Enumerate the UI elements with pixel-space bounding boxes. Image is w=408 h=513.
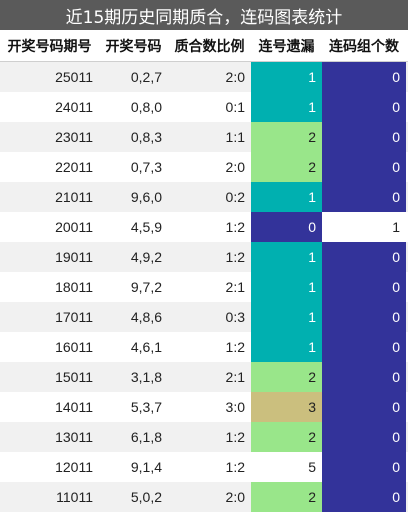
period-cell: 16011 — [55, 339, 93, 355]
table-row: 11011 5,0,2 2:0 2 0 — [0, 482, 408, 512]
consecutive-miss-cell: 3 — [251, 392, 322, 422]
period-cell: 23011 — [55, 129, 93, 145]
group-count-cell: 0 — [322, 332, 406, 362]
header-consecutive-miss: 连号遗漏 — [258, 38, 315, 55]
consecutive-miss-cell: 1 — [251, 62, 322, 92]
period-cell: 24011 — [55, 99, 93, 115]
consecutive-miss-cell: 1 — [251, 92, 322, 122]
consecutive-miss-cell: 2 — [251, 122, 322, 152]
table-row: 21011 9,6,0 0:2 1 0 — [0, 182, 408, 212]
group-count-cell: 0 — [322, 392, 406, 422]
period-cell: 21011 — [55, 189, 93, 205]
group-count-cell: 0 — [322, 62, 406, 92]
consecutive-miss-cell: 1 — [251, 182, 322, 212]
ratio-cell: 3:0 — [225, 399, 245, 415]
group-count-cell: 0 — [322, 362, 406, 392]
consecutive-miss-cell: 2 — [251, 482, 322, 512]
table-row: 17011 4,8,6 0:3 1 0 — [0, 302, 408, 332]
table-header: 开奖号码期号 开奖号码 质合数比例 连号遗漏 连码组个数 — [0, 30, 408, 62]
period-cell: 11011 — [56, 489, 93, 505]
consecutive-miss-cell: 2 — [251, 422, 322, 452]
period-cell: 17011 — [55, 309, 93, 325]
group-count-cell: 0 — [322, 92, 406, 122]
ratio-cell: 1:2 — [225, 429, 245, 445]
group-count-cell: 0 — [322, 152, 406, 182]
ratio-cell: 2:1 — [225, 369, 245, 385]
ratio-cell: 2:0 — [225, 69, 245, 85]
numbers-cell: 4,6,1 — [130, 339, 162, 355]
numbers-cell: 5,3,7 — [130, 399, 162, 415]
consecutive-miss-cell: 1 — [251, 332, 322, 362]
numbers-cell: 4,8,6 — [130, 309, 162, 325]
numbers-cell: 0,7,3 — [130, 159, 162, 175]
table-body: 25011 0,2,7 2:0 1 0 24011 0,8,0 0:1 1 0 23011 0,8,3… — [0, 62, 408, 512]
consecutive-miss-cell: 1 — [251, 302, 322, 332]
consecutive-miss-cell: 2 — [251, 362, 322, 392]
period-cell: 25011 — [55, 69, 93, 85]
table-row: 22011 0,7,3 2:0 2 0 — [0, 152, 408, 182]
period-cell: 22011 — [55, 159, 93, 175]
period-cell: 18011 — [55, 279, 93, 295]
period-cell: 20011 — [55, 219, 93, 235]
group-count-cell: 0 — [322, 302, 406, 332]
header-group-count: 连码组个数 — [329, 38, 399, 55]
period-cell: 15011 — [55, 369, 93, 385]
header-numbers: 开奖号码 — [105, 38, 162, 55]
ratio-cell: 1:1 — [225, 129, 245, 145]
group-count-cell: 0 — [322, 452, 406, 482]
table-row: 18011 9,7,2 2:1 1 0 — [0, 272, 408, 302]
group-count-cell: 1 — [322, 212, 406, 242]
period-cell: 13011 — [55, 429, 93, 445]
period-cell: 12011 — [55, 459, 93, 475]
group-count-cell: 0 — [322, 242, 406, 272]
ratio-cell: 0:3 — [225, 309, 245, 325]
ratio-cell: 1:2 — [225, 459, 245, 475]
ratio-cell: 1:2 — [225, 219, 245, 235]
numbers-cell: 0,8,0 — [130, 99, 162, 115]
table-title: 近15期历史同期质合，连码图表统计 — [0, 0, 408, 30]
ratio-cell: 0:1 — [225, 99, 245, 115]
group-count-cell: 0 — [322, 482, 406, 512]
numbers-cell: 9,7,2 — [130, 279, 162, 295]
table-row: 16011 4,6,1 1:2 1 0 — [0, 332, 408, 362]
header-period: 开奖号码期号 — [7, 38, 92, 55]
group-count-cell: 0 — [322, 182, 406, 212]
numbers-cell: 9,1,4 — [130, 459, 162, 475]
period-cell: 14011 — [55, 399, 93, 415]
ratio-cell: 1:2 — [225, 249, 245, 265]
ratio-cell: 2:0 — [225, 489, 245, 505]
numbers-cell: 6,1,8 — [130, 429, 162, 445]
group-count-cell: 0 — [322, 422, 406, 452]
table-row: 12011 9,1,4 1:2 5 0 — [0, 452, 408, 482]
numbers-cell: 3,1,8 — [130, 369, 162, 385]
table-row: 20011 4,5,9 1:2 0 1 — [0, 212, 408, 242]
ratio-cell: 2:0 — [225, 159, 245, 175]
consecutive-miss-cell: 0 — [251, 212, 322, 242]
numbers-cell: 0,8,3 — [130, 129, 162, 145]
numbers-cell: 9,6,0 — [130, 189, 162, 205]
period-cell: 19011 — [55, 249, 93, 265]
table-row: 19011 4,9,2 1:2 1 0 — [0, 242, 408, 272]
consecutive-miss-cell: 5 — [251, 452, 322, 482]
numbers-cell: 0,2,7 — [130, 69, 162, 85]
ratio-cell: 0:2 — [225, 189, 245, 205]
group-count-cell: 0 — [322, 122, 406, 152]
consecutive-miss-cell: 1 — [251, 272, 322, 302]
table-row: 13011 6,1,8 1:2 2 0 — [0, 422, 408, 452]
group-count-cell: 0 — [322, 272, 406, 302]
table-row: 23011 0,8,3 1:1 2 0 — [0, 122, 408, 152]
consecutive-miss-cell: 1 — [251, 242, 322, 272]
table-row: 14011 5,3,7 3:0 3 0 — [0, 392, 408, 422]
numbers-cell: 4,9,2 — [130, 249, 162, 265]
numbers-cell: 4,5,9 — [130, 219, 162, 235]
header-ratio: 质合数比例 — [174, 38, 245, 55]
ratio-cell: 1:2 — [225, 339, 245, 355]
table-row: 24011 0,8,0 0:1 1 0 — [0, 92, 408, 122]
ratio-cell: 2:1 — [225, 279, 245, 295]
table-row: 25011 0,2,7 2:0 1 0 — [0, 62, 408, 92]
numbers-cell: 5,0,2 — [130, 489, 162, 505]
table-row: 15011 3,1,8 2:1 2 0 — [0, 362, 408, 392]
consecutive-miss-cell: 2 — [251, 152, 322, 182]
